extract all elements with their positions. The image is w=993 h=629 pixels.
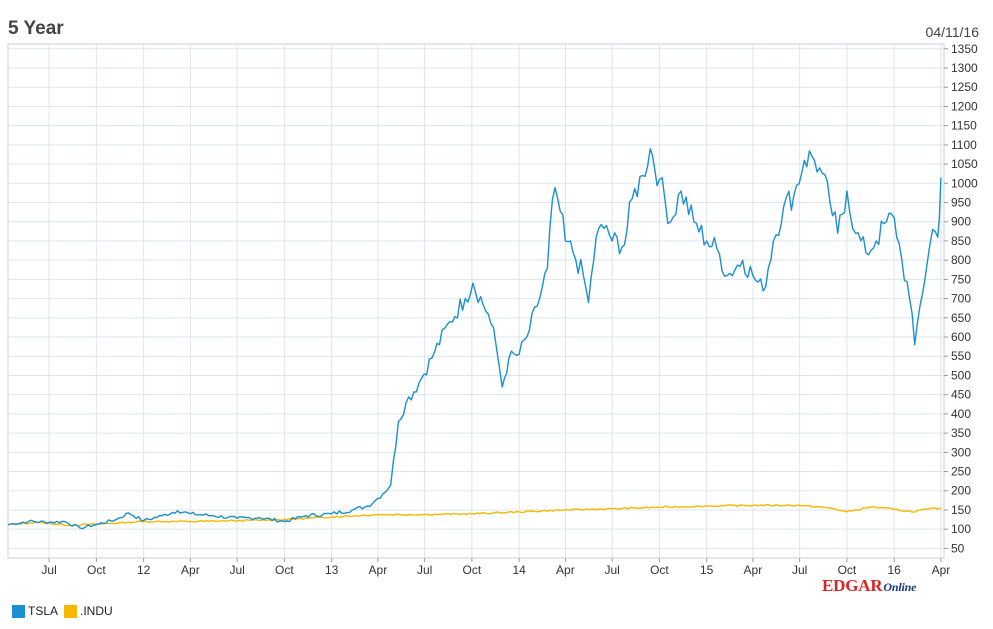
x-tick-label: 13: [325, 563, 339, 577]
y-tick-label: 300: [951, 445, 971, 459]
legend-swatch-tsla: [12, 604, 25, 618]
edgar-online-logo: EDGAROnline: [822, 576, 916, 596]
x-tick-label: 16: [887, 563, 901, 577]
y-tick-label: 550: [951, 349, 971, 363]
y-tick-label: 850: [951, 234, 971, 248]
y-tick-label: 350: [951, 426, 971, 440]
y-tick-label: 500: [951, 368, 971, 382]
x-tick-label: Jul: [417, 563, 432, 577]
x-tick-label: Apr: [181, 563, 200, 577]
y-tick-label: 700: [951, 292, 971, 306]
x-tick-label: 15: [700, 563, 714, 577]
y-tick-label: 1050: [951, 157, 978, 171]
legend-swatch-indu: [64, 604, 78, 618]
series-line-indu: [7, 503, 942, 527]
y-tick-label: 800: [951, 253, 971, 267]
y-tick-label: 750: [951, 272, 971, 286]
x-tick-label: Apr: [932, 563, 951, 577]
y-tick-label: 1250: [951, 80, 978, 94]
x-tick-label: Oct: [275, 563, 294, 577]
y-tick-label: 100: [951, 522, 971, 536]
legend-item-tsla[interactable]: TSLA: [12, 604, 58, 618]
legend-item-indu[interactable]: .INDU: [64, 604, 113, 618]
x-tick-label: Jul: [229, 563, 244, 577]
x-tick-label: Apr: [556, 563, 575, 577]
y-tick-label: 1100: [951, 138, 977, 152]
x-tick-label: Oct: [87, 563, 106, 577]
y-tick-label: 1300: [951, 61, 978, 75]
y-tick-label: 1350: [951, 42, 978, 56]
y-tick-label: 900: [951, 215, 971, 229]
series-line-tsla: [7, 147, 942, 530]
legend-label-tsla: TSLA: [28, 604, 59, 618]
y-tick-label: 250: [951, 465, 971, 479]
y-tick-label: 1150: [951, 119, 977, 133]
y-tick-label: 1200: [951, 99, 978, 113]
plot-area: [7, 43, 945, 559]
x-tick-label: Jul: [792, 563, 807, 577]
y-tick-label: 400: [951, 407, 971, 421]
y-tick-label: 150: [951, 503, 971, 517]
chart-date: 04/11/16: [925, 24, 979, 40]
x-tick-label: Jul: [41, 563, 56, 577]
chart-title: 5 Year: [8, 18, 64, 39]
x-tick-label: 12: [137, 563, 151, 577]
y-tick-label: 950: [951, 196, 971, 210]
y-tick-label: 50: [951, 541, 965, 555]
x-tick-label: Apr: [744, 563, 763, 577]
y-tick-label: 650: [951, 311, 971, 325]
x-tick-label: 14: [512, 563, 526, 577]
logo-main: EDGAR: [822, 576, 883, 595]
x-tick-label: Oct: [838, 563, 857, 577]
x-tick-label: Oct: [463, 563, 482, 577]
x-tick-label: Oct: [650, 563, 669, 577]
chart-legend: TSLA .INDU: [12, 604, 119, 618]
y-tick-label: 600: [951, 330, 971, 344]
y-tick-label: 200: [951, 484, 971, 498]
x-tick-label: Jul: [604, 563, 619, 577]
legend-label-indu: .INDU: [80, 604, 113, 618]
logo-sub: Online: [883, 580, 917, 594]
y-tick-label: 450: [951, 388, 971, 402]
x-tick-label: Apr: [369, 563, 388, 577]
y-tick-label: 1000: [951, 176, 978, 190]
